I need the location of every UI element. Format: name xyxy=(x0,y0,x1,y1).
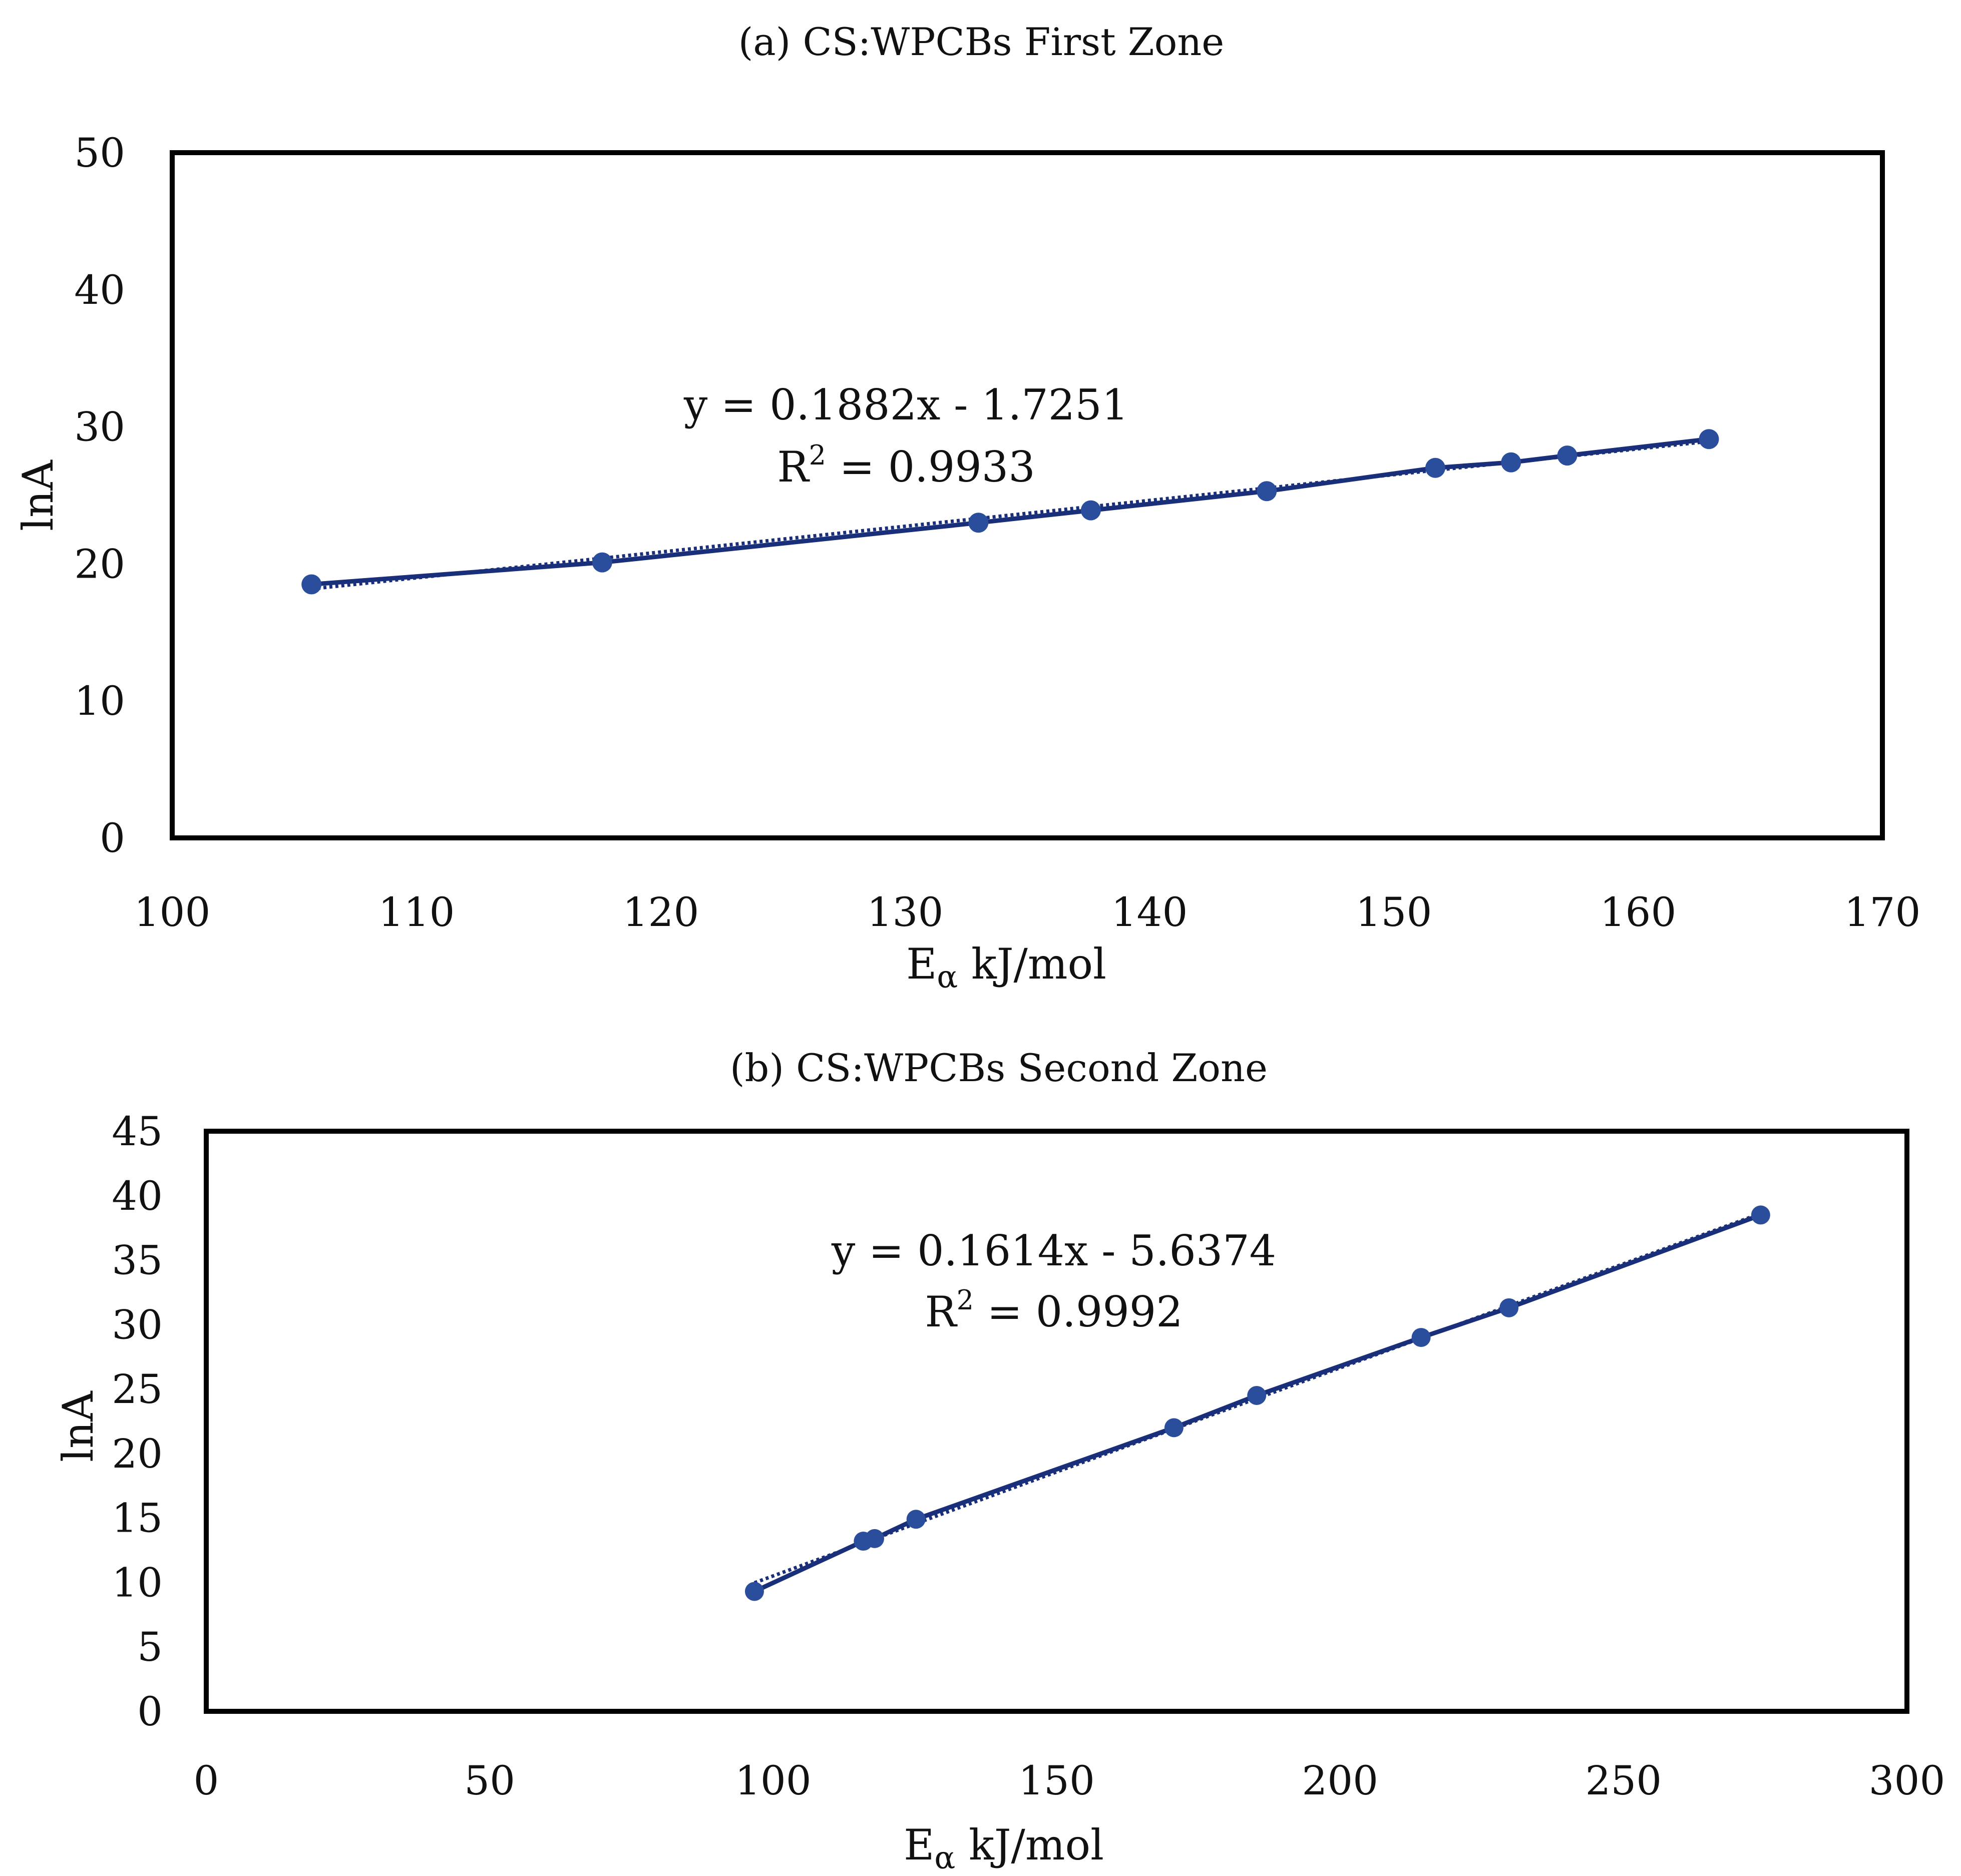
chart-b-point-3 xyxy=(906,1510,926,1529)
chart-b-point-6 xyxy=(1411,1328,1431,1347)
chart-a-point-5 xyxy=(1425,457,1445,478)
chart-b-ytick-7: 35 xyxy=(112,1237,163,1284)
chart-a-xtick-0: 100 xyxy=(134,889,211,935)
chart-b-r2: R2 = 0.9992 xyxy=(925,1284,1183,1336)
chart-a-xtick-4: 140 xyxy=(1111,889,1188,935)
chart-a-xtick-3: 130 xyxy=(867,889,944,935)
chart-a-xtick-6: 160 xyxy=(1600,889,1677,935)
chart-b-r2-sup: 2 xyxy=(957,1284,974,1316)
chart-a-xlabel: Eα kJ/mol xyxy=(906,940,1106,995)
chart-a-r2-space xyxy=(826,442,840,492)
chart-b-xlabel-space xyxy=(955,1820,969,1869)
chart-b-ytick-2: 10 xyxy=(112,1559,163,1606)
chart-b-xtick-3: 150 xyxy=(1018,1757,1095,1804)
chart-a-point-1 xyxy=(592,552,612,573)
chart-b-point-7 xyxy=(1499,1298,1519,1317)
chart-b-xtick-2: 100 xyxy=(735,1757,812,1804)
chart-b-point-2 xyxy=(865,1529,885,1548)
chart-a-point-0 xyxy=(301,574,322,595)
chart-b-title: (b) CS:WPCBs Second Zone xyxy=(730,1046,1268,1090)
chart-a-r2-sup: 2 xyxy=(809,439,826,471)
chart-a-xtick-1: 110 xyxy=(378,889,455,935)
chart-b-xtick-6: 300 xyxy=(1869,1757,1945,1804)
chart-b-points xyxy=(744,1205,1770,1601)
chart-b-y-ticks: 0 5 10 15 20 25 30 35 40 45 xyxy=(112,1108,163,1735)
chart-a-xtick-5: 150 xyxy=(1356,889,1432,935)
chart-b-xlabel-symbol: E xyxy=(904,1820,934,1869)
chart-a-ytick-4: 40 xyxy=(74,267,125,313)
chart-a-point-3 xyxy=(1080,500,1101,521)
chart-a-r2-label: R xyxy=(777,442,810,492)
chart-a-xtick-2: 120 xyxy=(623,889,699,935)
chart-a-xlabel-space xyxy=(958,940,971,989)
chart-a-point-2 xyxy=(968,513,989,533)
chart-b-xtick-4: 200 xyxy=(1302,1757,1378,1804)
chart-b-point-5 xyxy=(1247,1385,1267,1405)
chart-a-plot-area xyxy=(170,150,1885,840)
chart-b-xtick-5: 250 xyxy=(1585,1757,1662,1804)
chart-b-xlabel-subscript: α xyxy=(934,1839,955,1876)
chart-b-point-8 xyxy=(1751,1205,1770,1225)
chart-a-ylabel: lnA xyxy=(14,459,63,531)
chart-a-xlabel-symbol: E xyxy=(906,940,937,989)
chart-b: (b) CS:WPCBs Second Zone 051015202530354… xyxy=(54,1046,1945,1876)
chart-a-ytick-0: 0 xyxy=(100,815,125,861)
chart-b-equation: y = 0.1614x - 5.6374 xyxy=(831,1226,1276,1275)
chart-b-point-0 xyxy=(744,1582,764,1601)
chart-a-ytick-5: 50 xyxy=(74,130,125,176)
chart-b-ytick-8: 40 xyxy=(112,1173,163,1219)
chart-b-r2-value: = 0.9992 xyxy=(987,1287,1183,1336)
chart-b-ylabel: lnA xyxy=(54,1390,103,1462)
chart-a-x-ticks: 100 110 120 130 140 150 160 170 xyxy=(134,889,1921,935)
chart-a-xlabel-unit: kJ/mol xyxy=(971,940,1106,989)
chart-b-ytick-4: 20 xyxy=(112,1431,163,1477)
chart-a-ytick-3: 30 xyxy=(74,404,125,450)
chart-a-point-7 xyxy=(1557,445,1578,466)
chart-a-title: (a) CS:WPCBs First Zone xyxy=(738,20,1225,64)
chart-b-r2-label: R xyxy=(925,1287,958,1336)
chart-b-ytick-0: 0 xyxy=(137,1688,163,1735)
chart-b-x-ticks: 0 50 100 150 200 250 300 xyxy=(194,1757,1945,1804)
chart-a-ytick-2: 20 xyxy=(74,541,125,587)
chart-a-xtick-7: 170 xyxy=(1844,889,1921,935)
chart-a-r2-value: = 0.9933 xyxy=(840,442,1035,492)
chart-b-point-4 xyxy=(1164,1418,1184,1438)
chart-a-equation: y = 0.1882x - 1.7251 xyxy=(683,380,1128,429)
chart-b-xlabel-unit: kJ/mol xyxy=(969,1820,1104,1869)
chart-a-point-4 xyxy=(1257,481,1277,502)
chart-a-xlabel-subscript: α xyxy=(937,959,958,995)
chart-a-point-8 xyxy=(1699,429,1719,449)
chart-b-ytick-6: 30 xyxy=(112,1301,163,1348)
chart-a-r2: R2 = 0.9933 xyxy=(777,439,1035,492)
chart-b-ytick-1: 5 xyxy=(137,1624,163,1670)
chart-b-ytick-3: 15 xyxy=(112,1495,163,1542)
chart-b-xtick-1: 50 xyxy=(464,1757,515,1804)
chart-a-y-ticks: 0 10 20 30 40 50 xyxy=(74,130,125,861)
chart-b-plot-area xyxy=(204,1129,1909,1714)
chart-a-point-6 xyxy=(1501,452,1521,473)
chart-a-ytick-1: 10 xyxy=(74,678,125,724)
chart-a-points xyxy=(301,429,1719,595)
chart-b-xtick-0: 0 xyxy=(194,1757,219,1804)
chart-b-ytick-5: 25 xyxy=(112,1366,163,1413)
chart-b-r2-space xyxy=(974,1287,987,1336)
chart-b-xlabel: Eα kJ/mol xyxy=(904,1820,1104,1876)
chart-b-ytick-9: 45 xyxy=(112,1108,163,1155)
